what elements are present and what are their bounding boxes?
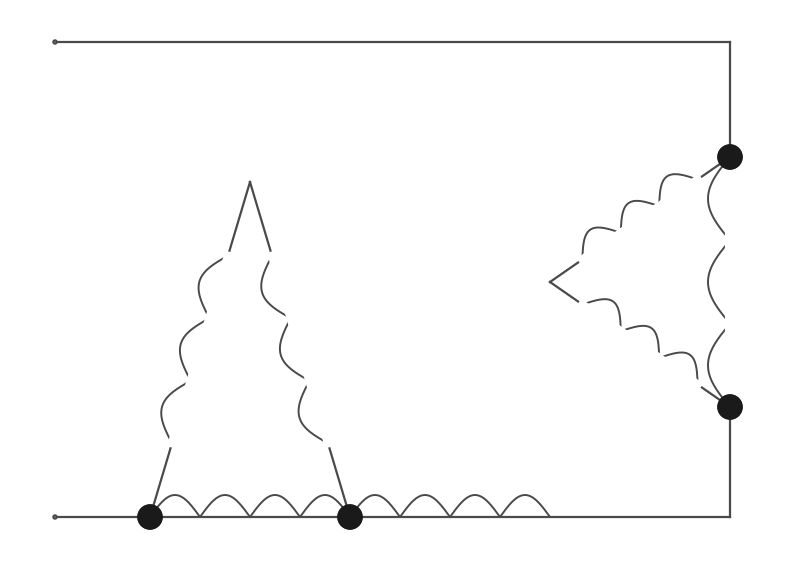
Circle shape xyxy=(718,145,742,169)
Circle shape xyxy=(718,145,742,169)
Circle shape xyxy=(338,505,362,529)
Circle shape xyxy=(138,505,162,529)
Circle shape xyxy=(138,505,162,529)
Circle shape xyxy=(718,395,742,419)
Circle shape xyxy=(53,515,56,519)
Circle shape xyxy=(338,505,362,529)
Circle shape xyxy=(718,395,742,419)
Circle shape xyxy=(53,40,56,44)
